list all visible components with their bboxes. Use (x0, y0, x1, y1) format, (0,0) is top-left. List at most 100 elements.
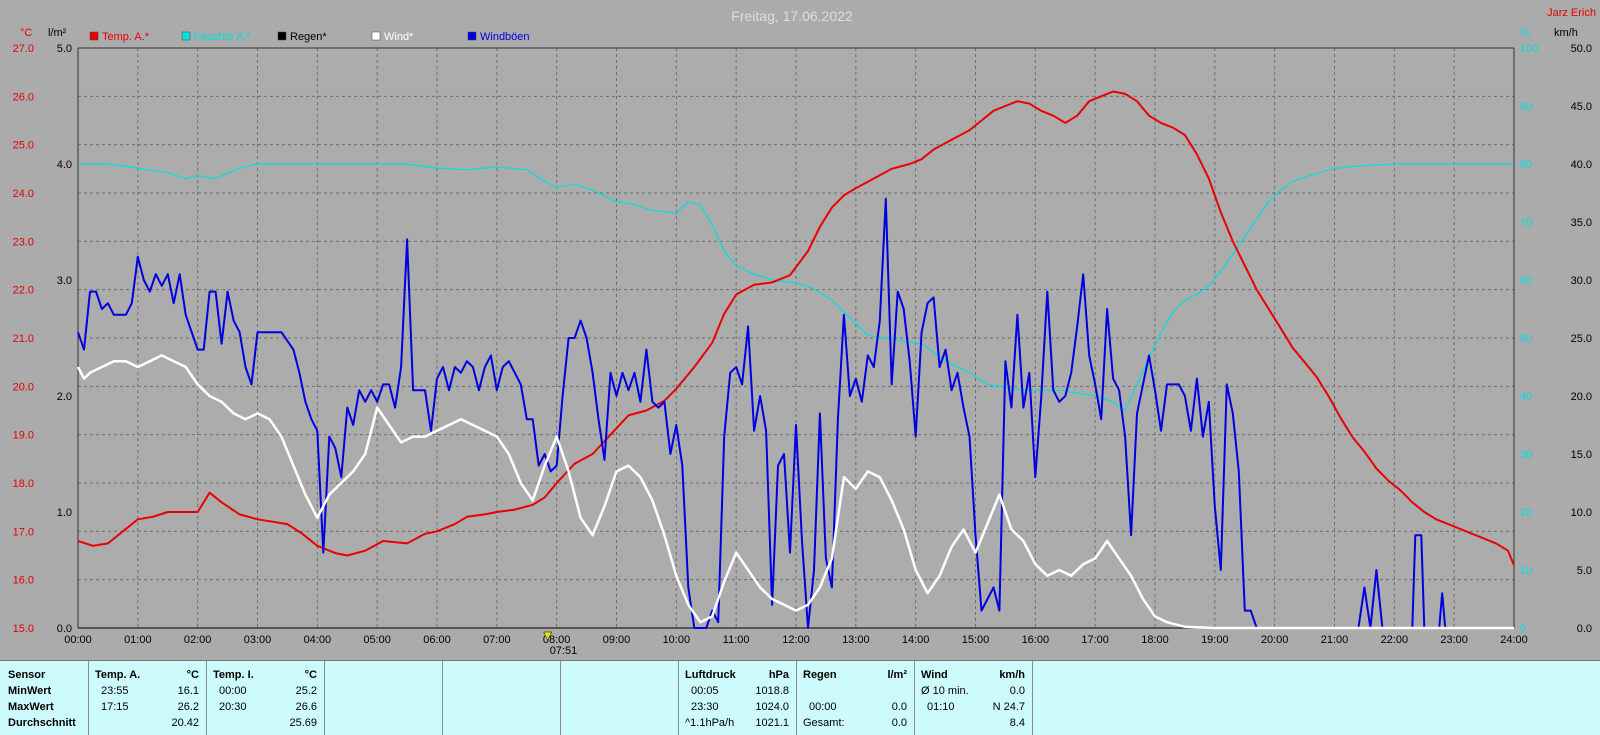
wind-tick-label: 45.0 (1571, 101, 1592, 113)
wind-header: Wind (921, 669, 948, 681)
series-windb-en (77, 197, 1514, 629)
legend-swatch (467, 31, 477, 41)
statistics-panel: Sensor MinWert MaxWert Durchschnitt Temp… (0, 660, 1600, 735)
legend-swatch (371, 31, 381, 41)
x-tick-label: 14:00 (902, 634, 930, 646)
wind-max-value: N 24.7 (992, 701, 1025, 713)
regen-column: Regen l/m² 00:00 0.0 Gesamt: 0.0 (796, 661, 915, 735)
temp-a-column: Temp. A. °C 23:55 16.1 17:15 26.2 20.42 (88, 661, 207, 735)
x-tick-label: 24:00 (1500, 634, 1528, 646)
luftdruck-column: Luftdruck hPa 00:05 1018.8 23:30 1024.0 … (678, 661, 797, 735)
temp-tick-label: 19.0 (13, 430, 34, 442)
empty-column-4 (1032, 661, 1600, 735)
max-row-label: MaxWert (8, 701, 54, 713)
author-label: Jarz Erich (1547, 7, 1596, 19)
min-row-label: MinWert (8, 685, 52, 697)
humidity-tick-label: 100 (1520, 43, 1538, 55)
rain-tick-label: 2.0 (57, 391, 72, 403)
time-marker: 07:51 (543, 631, 578, 657)
legend-label: Windböen (480, 31, 530, 43)
temp-i-max-time: 20:30 (219, 701, 247, 713)
chart-title: Freitag, 17.06.2022 (731, 8, 853, 24)
empty-column-1 (324, 661, 443, 735)
humidity-tick-label: 80 (1520, 159, 1532, 171)
x-tick-label: 05:00 (363, 634, 391, 646)
humidity-tick-label: 50 (1520, 333, 1532, 345)
temp-i-unit: °C (304, 669, 317, 681)
regen-total-label: Gesamt: (803, 717, 845, 729)
x-tick-label: 04:00 (304, 634, 332, 646)
humidity-tick-label: 40 (1520, 391, 1532, 403)
axes: 27.0 26.0 25.0 24.0 23.0 22.0 21.0 20.0 19.0 18.0… (13, 43, 1592, 646)
rain-axis-unit: l/m² (48, 27, 67, 39)
luftdruck-min-value: 1018.8 (755, 685, 789, 697)
x-tick-label: 20:00 (1261, 634, 1289, 646)
wind-tick-label: 40.0 (1571, 159, 1592, 171)
temp-tick-label: 17.0 (13, 526, 34, 538)
wind-column: Wind km/h Ø 10 min. 0.0 01:10 N 24.7 8.4 (914, 661, 1033, 735)
humidity-axis-unit: % (1520, 27, 1530, 39)
regen-total-value: 0.0 (891, 717, 907, 729)
temp-tick-label: 21.0 (13, 333, 34, 345)
humidity-tick-label: 90 (1520, 101, 1532, 113)
x-tick-label: 01:00 (124, 634, 152, 646)
temp-i-min-value: 25.2 (295, 685, 317, 697)
x-tick-label: 17:00 (1081, 634, 1109, 646)
x-tick-label: 00:00 (64, 634, 92, 646)
series-group (76, 90, 1515, 630)
empty-column-2 (442, 661, 561, 735)
x-tick-label: 03:00 (244, 634, 272, 646)
humidity-tick-label: 20 (1520, 507, 1532, 519)
x-tick-label: 16:00 (1022, 634, 1050, 646)
temp-a-max-value: 26.2 (177, 701, 199, 713)
rain-tick-label: 1.0 (57, 507, 72, 519)
luftdruck-header: Luftdruck (685, 669, 736, 681)
wind-tick-label: 30.0 (1571, 275, 1592, 287)
legend-swatch (181, 31, 191, 41)
x-tick-label: 07:00 (483, 634, 511, 646)
sensor-column: Sensor MinWert MaxWert Durchschnitt (0, 661, 88, 735)
temp-tick-label: 20.0 (13, 381, 34, 393)
x-tick-label: 19:00 (1201, 634, 1229, 646)
regen-max-time: 00:00 (809, 701, 837, 713)
rain-tick-label: 4.0 (57, 159, 72, 171)
legend: Temp. A.* Feuchte A.* Regen* Wind* Windböen (89, 31, 530, 43)
luftdruck-trend-value: 1021.1 (755, 717, 789, 729)
marker-icon (543, 631, 553, 641)
x-tick-label: 18:00 (1141, 634, 1169, 646)
temp-i-average: 25.69 (289, 717, 317, 729)
temp-i-column: Temp. I. °C 00:00 25.2 20:30 26.6 25.69 (206, 661, 325, 735)
wind-axis-unit: km/h (1554, 27, 1578, 39)
wind-tick-label: 10.0 (1571, 507, 1592, 519)
temp-a-header: Temp. A. (95, 669, 141, 681)
x-tick-label: 08:00 (543, 634, 571, 646)
sensor-header: Sensor (8, 669, 46, 681)
rain-tick-label: 3.0 (57, 275, 72, 287)
regen-header: Regen (803, 669, 837, 681)
temp-tick-label: 18.0 (13, 478, 34, 490)
temp-tick-label: 22.0 (13, 285, 34, 297)
luftdruck-max-time: 23:30 (691, 701, 719, 713)
x-tick-label: 11:00 (723, 634, 750, 646)
temp-a-min-time: 23:55 (101, 685, 129, 697)
legend-label: Temp. A.* (102, 31, 150, 43)
humidity-tick-label: 10 (1520, 565, 1532, 577)
temp-tick-label: 25.0 (13, 140, 34, 152)
x-tick-label: 10:00 (663, 634, 691, 646)
series-wind (76, 354, 1514, 630)
x-tick-label: 21:00 (1321, 634, 1349, 646)
wind-avg10-value: 0.0 (1009, 685, 1025, 697)
luftdruck-trend: ^1.1hPa/h (685, 717, 735, 729)
temp-i-header: Temp. I. (213, 669, 254, 681)
x-tick-label: 02:00 (184, 634, 212, 646)
avg-row-label: Durchschnitt (8, 717, 76, 729)
x-tick-label: 13:00 (842, 634, 870, 646)
regen-unit: l/m² (887, 669, 907, 681)
temp-a-max-time: 17:15 (101, 701, 129, 713)
marker-label: 07:51 (550, 645, 578, 657)
wind-tick-label: 20.0 (1571, 391, 1592, 403)
series-temp-a (77, 90, 1515, 566)
luftdruck-max-value: 1024.0 (755, 701, 789, 713)
temp-i-max-value: 26.6 (295, 701, 317, 713)
temp-a-min-value: 16.1 (177, 685, 199, 697)
